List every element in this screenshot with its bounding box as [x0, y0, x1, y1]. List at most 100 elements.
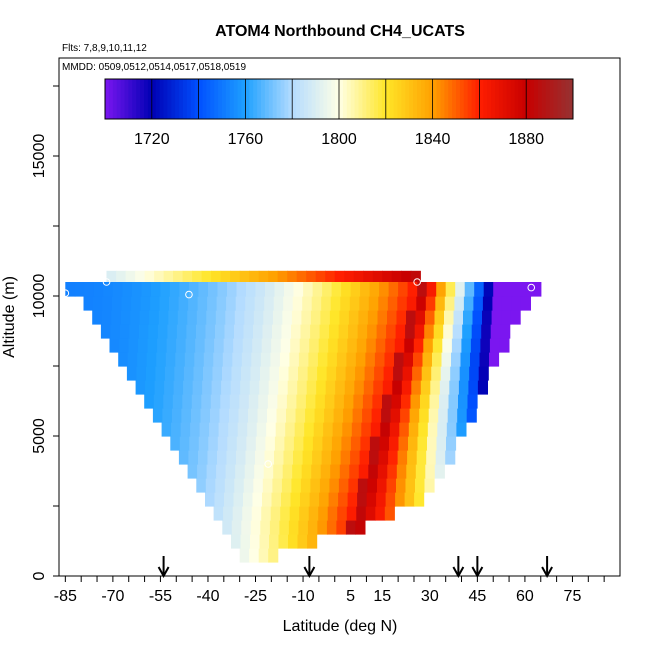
curtain-cell [437, 422, 448, 437]
curtain-cell [329, 324, 340, 339]
curtain-cell [140, 296, 151, 311]
curtain-cell [153, 394, 164, 409]
curtain-cell [233, 338, 244, 353]
curtain-cell [343, 408, 354, 423]
curtain-cell [432, 338, 443, 353]
curtain-cell [332, 422, 343, 437]
curtain-cell [163, 270, 174, 282]
curtain-cell [329, 478, 340, 493]
colorbar-segment [475, 79, 480, 119]
curtain-cell [363, 270, 374, 282]
curtain-cell [383, 366, 394, 381]
x-tick-label: 75 [564, 588, 582, 605]
curtain-cell [284, 282, 295, 297]
x-tick-label: 15 [373, 588, 391, 605]
curtain-cell [403, 352, 414, 367]
curtain-cell [296, 270, 307, 282]
curtain-cell [340, 450, 351, 465]
curtain-cell [298, 520, 309, 535]
curtain-cell [305, 394, 316, 409]
curtain-cell [197, 464, 208, 479]
curtain-cell [84, 282, 95, 297]
curtain-cell [292, 296, 303, 311]
colorbar-segment [467, 79, 473, 119]
curtain-cell [207, 296, 218, 311]
colorbar-segment [171, 79, 176, 119]
curtain-cell [373, 380, 384, 395]
curtain-cell [473, 296, 484, 311]
curtain-cell [308, 352, 319, 367]
curtain-cell [244, 464, 255, 479]
curtain-cell [347, 492, 358, 507]
curtain-cell [434, 464, 445, 479]
curtain-cell [438, 408, 449, 423]
colorbar-segment [323, 79, 328, 119]
curtain-cell [202, 380, 213, 395]
curtain-cell [92, 310, 103, 325]
colorbar-segment [342, 79, 348, 119]
curtain-cell [363, 380, 374, 395]
colorbar-segment [179, 79, 184, 119]
curtain-cell [415, 464, 426, 479]
curtain-cell [171, 408, 182, 423]
curtain-cell [172, 394, 183, 409]
curtain-cell [185, 338, 196, 353]
curtain-cell [232, 352, 243, 367]
curtain-cell [240, 534, 251, 549]
colorbar-segment [498, 79, 504, 119]
curtain-cell [325, 380, 336, 395]
curtain-cell [501, 296, 512, 311]
curtain-cell [380, 422, 391, 437]
curtain-cell [237, 422, 248, 437]
curtain-cell [421, 366, 432, 381]
curtain-cell [359, 450, 370, 465]
colorbar-segment [303, 79, 309, 119]
curtain-cell [307, 534, 318, 549]
curtain-cell [267, 394, 278, 409]
sounding-arrow [303, 556, 316, 579]
colorbar-segment [518, 79, 523, 119]
curtain-cell [135, 270, 146, 282]
curtain-cell [430, 380, 441, 395]
curtain-cell [251, 352, 262, 367]
colorbar-segment [159, 79, 164, 119]
curtain-cell [330, 296, 341, 311]
colorbar-segment [522, 79, 527, 119]
x-tick-label: 30 [421, 588, 439, 605]
curtain-cell [377, 310, 388, 325]
curtain-cell [236, 282, 247, 297]
curtain-cell [235, 296, 246, 311]
curtain-cell [381, 408, 392, 423]
curtain-cell [309, 492, 320, 507]
curtain-cell [411, 380, 422, 395]
curtain-cell [319, 478, 330, 493]
curtain-cell [420, 380, 431, 395]
curtain-cell [129, 324, 140, 339]
x-axis-label: Latitude (deg N) [283, 618, 398, 635]
curtain-cell [378, 450, 389, 465]
curtain-cell [180, 422, 191, 437]
curtain-cell [269, 520, 280, 535]
curtain-cell [344, 380, 355, 395]
curtain-cell [349, 464, 360, 479]
curtain-cell [499, 338, 510, 353]
curtain-cell [131, 282, 142, 297]
curtain-cell [192, 380, 203, 395]
curtain-cell [317, 520, 328, 535]
colorbar-segment [389, 79, 395, 119]
curtain-cell [348, 310, 359, 325]
curtain-cell [511, 296, 522, 311]
colorbar-segment [280, 79, 285, 119]
curtain-cell [214, 492, 225, 507]
curtain-cell [300, 478, 311, 493]
curtain-cell [289, 506, 300, 521]
curtain-cell [231, 534, 242, 549]
curtain-cell [246, 436, 257, 451]
curtain-cell [176, 338, 187, 353]
curtain-cell [286, 408, 297, 423]
curtain-cell [215, 324, 226, 339]
colorbar-segment [229, 79, 235, 119]
curtain-cell [106, 270, 117, 282]
curtain-cell [477, 380, 488, 395]
curtain-cell [433, 324, 444, 339]
